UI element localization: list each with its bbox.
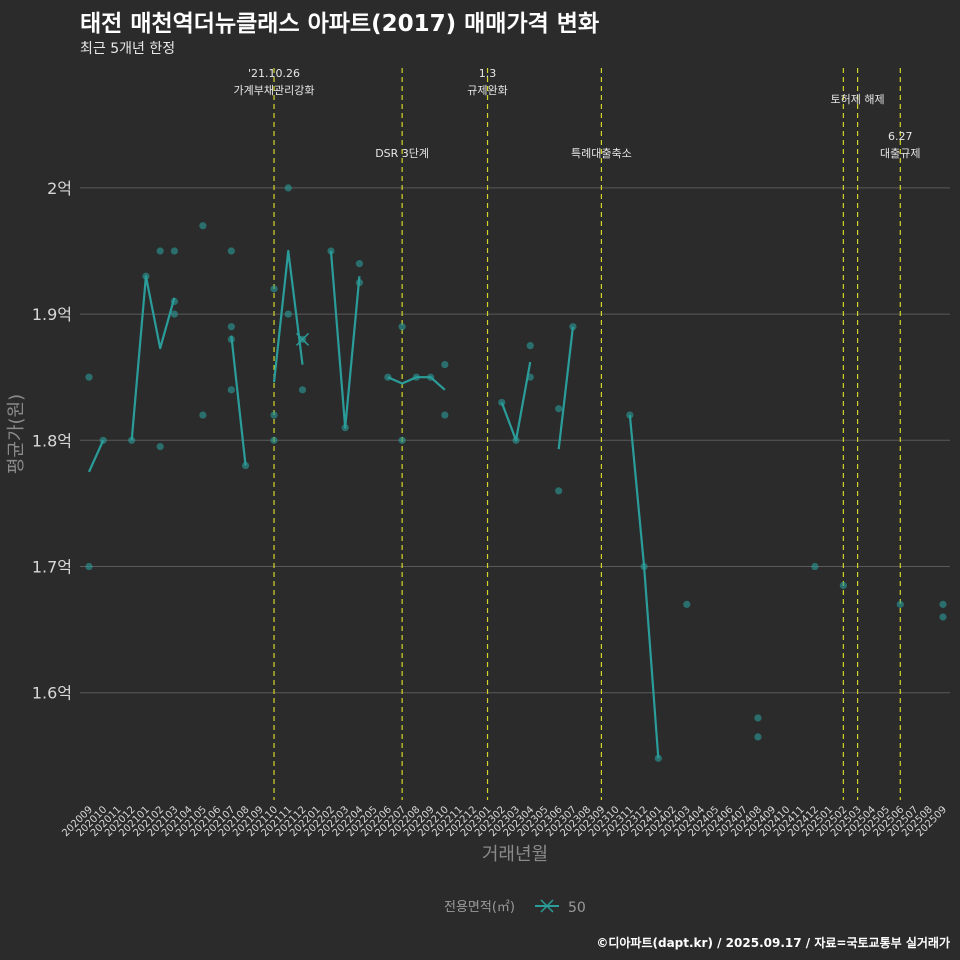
data-point (526, 373, 534, 381)
y-axis-title: 평균가(원) (6, 394, 27, 474)
series-line-segment (557, 326, 575, 450)
event-label-line: 가계부채관리강화 (234, 84, 315, 97)
data-point (811, 562, 819, 571)
event-label-line: 특례대출축소 (571, 147, 632, 160)
data-point (412, 373, 420, 381)
grid-lines (80, 187, 950, 694)
data-point (896, 600, 904, 608)
data-point (298, 386, 307, 394)
data-point (227, 386, 235, 394)
x-axis-title: 거래년월 (482, 844, 548, 865)
data-point (398, 323, 406, 331)
event-label-line: DSR 3단계 (375, 147, 429, 160)
event-label-line: 대출규제 (880, 147, 920, 160)
data-point (199, 222, 207, 230)
series-line-segment (130, 275, 176, 441)
data-point (170, 247, 178, 255)
data-point (754, 714, 762, 722)
data-point (341, 424, 349, 432)
source-caption: ©디아파트(dapt.kr) / 2025.09.17 / 자료=국토교통부 실… (596, 936, 950, 950)
data-point (284, 184, 292, 192)
data-point (355, 278, 364, 287)
event-label: 6.27 대출규제 (880, 130, 920, 160)
legend-cross-icon-b (540, 899, 554, 913)
data-point (85, 373, 93, 381)
data-point (427, 373, 435, 381)
data-point (384, 373, 392, 381)
data-point (555, 487, 563, 495)
data-point (839, 581, 847, 590)
event-label-line: '21.10.26 (248, 67, 300, 80)
data-point (640, 562, 648, 571)
data-point (270, 285, 278, 293)
y-tick-label: 1.6억 (32, 684, 72, 703)
data-point (241, 461, 250, 470)
event-lines (273, 68, 901, 800)
cross-marker (295, 332, 310, 346)
y-tick-label: 1.8억 (32, 431, 72, 450)
series-line-segment (272, 249, 304, 383)
data-point (128, 436, 136, 444)
x-axis-labels: 2020092020102020112020122021012021022021… (60, 804, 949, 839)
data-point (441, 360, 449, 369)
series-line-segment (230, 335, 247, 466)
legend-title: 전용면적(㎡) (444, 900, 515, 915)
data-point (555, 405, 563, 413)
event-label: 토허제 해제 (831, 92, 885, 106)
data-point (270, 436, 278, 444)
event-label-line: 1.3 (479, 67, 497, 80)
data-point (398, 436, 406, 444)
data-point (85, 562, 93, 571)
chart-title: 태전 매천역더뉴클래스 아파트(2017) 매매가격 변화 (80, 11, 600, 37)
y-axis-labels: 1.6억 1.7억 1.8억 1.9억 2억 (32, 179, 72, 703)
data-point (754, 733, 762, 741)
data-point (227, 323, 235, 331)
legend-item-50: 50 (568, 900, 586, 916)
series-line-segment (329, 250, 361, 429)
event-label: 1.3 규제완화 (467, 67, 507, 97)
data-point (939, 600, 947, 608)
y-tick-label: 2억 (47, 179, 72, 198)
y-tick-label: 1.7억 (32, 558, 72, 577)
data-point (284, 310, 292, 318)
data-point (654, 754, 662, 762)
event-label: 특례대출축소 (571, 147, 632, 160)
data-point (498, 398, 506, 407)
data-points (85, 184, 947, 762)
event-label: '21.10.26 가계부채관리강화 (234, 67, 315, 97)
data-point (227, 335, 235, 343)
data-point (170, 310, 178, 318)
data-point (270, 411, 278, 419)
data-point (142, 272, 150, 280)
event-label-line: 6.27 (888, 130, 913, 143)
data-point (227, 247, 235, 255)
data-point (355, 260, 364, 268)
series-line-segment (500, 361, 532, 442)
series-line-segment (87, 439, 105, 473)
series-line-segment (628, 414, 660, 759)
data-point (199, 411, 207, 419)
y-tick-label: 1.9억 (32, 305, 72, 324)
data-point (170, 297, 178, 306)
data-point (156, 443, 164, 451)
legend: 전용면적(㎡) 50 (444, 899, 586, 916)
data-point (441, 411, 449, 419)
data-point (939, 613, 947, 621)
event-label-line: 규제완화 (467, 84, 507, 97)
data-point (99, 436, 107, 444)
data-point (327, 247, 335, 255)
chart-subtitle: 최근 5개년 한정 (80, 41, 176, 57)
event-label: DSR 3단계 (375, 147, 429, 160)
data-point (156, 247, 164, 255)
data-point (569, 323, 577, 331)
data-point (626, 411, 634, 419)
data-point (526, 342, 534, 350)
data-point (683, 600, 691, 608)
data-point (512, 436, 520, 444)
event-label-line: 토허제 해제 (831, 92, 885, 106)
